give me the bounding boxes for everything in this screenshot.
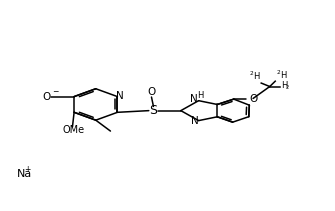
Text: +: + [24, 165, 30, 174]
Text: −: − [52, 87, 58, 96]
Text: O: O [147, 87, 155, 97]
Text: S: S [149, 104, 157, 117]
Text: N: N [190, 93, 198, 104]
Text: $^2$H: $^2$H [276, 68, 288, 81]
Text: N: N [191, 116, 199, 126]
Text: $_2$: $_2$ [285, 83, 290, 92]
Text: OMe: OMe [62, 125, 84, 135]
Text: N: N [116, 91, 124, 101]
Text: $^2$H: $^2$H [249, 70, 260, 82]
Text: O: O [42, 92, 51, 101]
Text: Na: Na [17, 169, 32, 179]
Text: O: O [249, 94, 258, 104]
Text: H: H [281, 81, 287, 90]
Text: H: H [197, 91, 203, 100]
